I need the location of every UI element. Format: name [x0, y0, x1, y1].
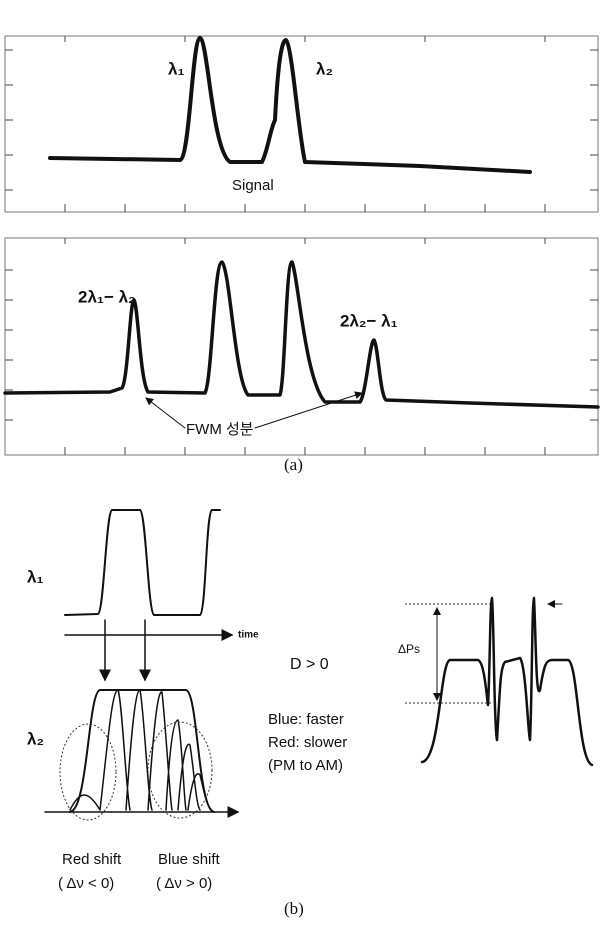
top-plot: λ₁ λ₂ Signal [4, 35, 599, 213]
caption: (b) [284, 899, 304, 918]
note: Blue: faster [268, 711, 344, 728]
spectral-components [69, 689, 215, 813]
blue-shift-region [147, 721, 213, 819]
note: Red: slower [268, 734, 347, 751]
spectrum [48, 36, 532, 174]
delta-label: ΔPs [398, 642, 420, 656]
input-label: λ₁ [27, 567, 44, 586]
shift-name: Blue shift [158, 851, 221, 868]
shift-name: Red shift [62, 851, 122, 868]
output-pulse [69, 689, 215, 813]
note: (PM to AM) [268, 757, 343, 774]
arrow [145, 397, 186, 429]
shift-condition: ( Δν < 0) [58, 875, 114, 892]
caption: (a) [284, 455, 303, 474]
ticks [5, 238, 598, 455]
output-waveform [420, 596, 594, 767]
shift-condition: ( Δν > 0) [156, 875, 212, 892]
dispersion-label: D > 0 [290, 656, 329, 673]
plot-frame [4, 237, 599, 456]
peak-label: 2λ₁− λ₂ [78, 287, 136, 306]
level-lines [405, 603, 492, 704]
ticks [5, 36, 598, 212]
fwm-label: FWM 성분 [186, 421, 254, 438]
time-label: time [238, 630, 259, 641]
red-shift-region [59, 723, 117, 821]
peak-label: λ₁ [168, 59, 185, 78]
plot-frame [4, 35, 599, 213]
input-pulse [64, 509, 221, 616]
output-label: λ₂ [27, 729, 44, 748]
signal-label: Signal [232, 177, 274, 194]
bottom-plot: 2λ₁− λ₂ 2λ₂− λ₁ FWM 성분 [3, 237, 600, 456]
panel-b: λ₁ time λ₂ Red shift ( Δν < 0) Blue shif… [27, 509, 594, 918]
peak-label: 2λ₂− λ₁ [340, 311, 398, 330]
arrow [254, 391, 363, 429]
peak-label: λ₂ [316, 59, 333, 78]
spectrum [3, 260, 600, 409]
